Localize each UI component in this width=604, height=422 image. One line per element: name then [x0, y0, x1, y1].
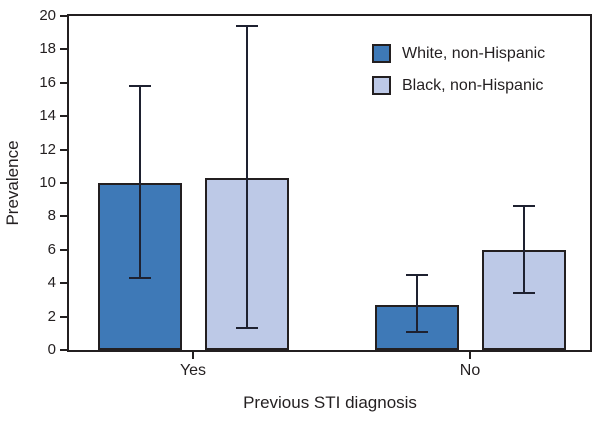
error-bar-cap-bottom-black-yes [235, 327, 258, 330]
y-tick-label: 4 [47, 274, 56, 292]
x-axis-title: Previous STI diagnosis [243, 393, 417, 412]
y-tick-mark [60, 81, 67, 84]
y-tick-label: 10 [39, 174, 56, 191]
y-tick-mark [60, 48, 67, 51]
y-tick-mark [60, 148, 67, 151]
y-tick-mark [60, 215, 67, 218]
error-bar-cap-top-black-yes [235, 25, 258, 28]
error-bar-cap-top-white-yes [128, 85, 151, 88]
y-tick-mark [60, 315, 67, 318]
y-tick-mark [60, 182, 67, 184]
y-tick-label: 2 [47, 307, 56, 325]
y-tick-label: 6 [47, 240, 56, 258]
y-tick-mark [60, 248, 67, 251]
error-bar-cap-top-white-no [405, 273, 428, 276]
y-tick-label: 8 [47, 207, 56, 225]
error-bar-cap-top-black-no [512, 205, 535, 208]
error-bar-line-white-no [415, 274, 418, 332]
y-tick-label: 20 [39, 7, 56, 24]
y-tick-label: 18 [39, 40, 56, 58]
plot-area: White, non-Hispanic Black, non-Hispanic [67, 14, 592, 352]
error-bar-cap-bottom-black-no [512, 292, 535, 295]
error-bar-cap-bottom-white-yes [128, 277, 151, 280]
y-tick-mark [60, 282, 67, 285]
error-bar-line-white-yes [138, 86, 141, 279]
y-tick-mark [60, 349, 67, 351]
y-tick-label: 14 [39, 107, 56, 125]
y-tick-label: 0 [47, 341, 56, 358]
error-bar-line-black-no [522, 206, 525, 294]
error-bar-cap-bottom-white-no [405, 330, 428, 333]
legend-label-white: White, non-Hispanic [402, 44, 546, 62]
legend-swatch-black-icon [372, 76, 391, 95]
x-tick-label: No [459, 362, 481, 379]
y-tick-mark [60, 115, 67, 118]
x-tick-label: Yes [179, 362, 207, 379]
legend-label-black: Black, non-Hispanic [402, 76, 544, 94]
bar-black-no [481, 249, 566, 350]
legend-swatch-white-icon [372, 44, 391, 63]
x-tick-mark [192, 352, 194, 359]
legend-item-white: White, non-Hispanic [372, 44, 545, 63]
legend: White, non-Hispanic Black, non-Hispanic [372, 44, 545, 95]
x-tick-mark [469, 352, 471, 359]
legend-item-black: Black, non-Hispanic [372, 76, 545, 95]
error-bar-line-black-yes [245, 26, 248, 329]
y-tick-label: 12 [39, 140, 56, 158]
y-tick-mark [60, 15, 67, 17]
y-tick-label: 16 [39, 73, 56, 91]
